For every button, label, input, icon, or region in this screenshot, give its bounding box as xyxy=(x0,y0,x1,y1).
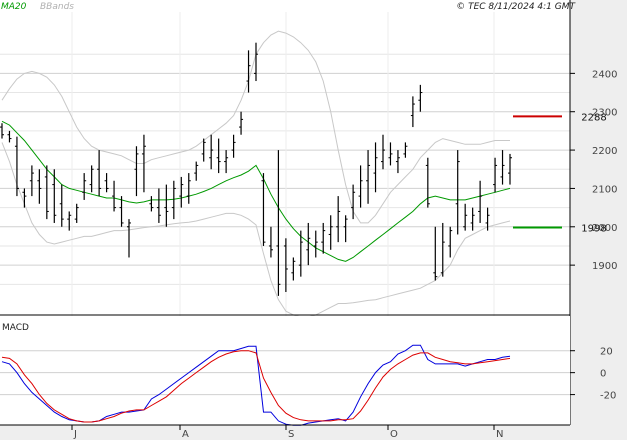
macd-grid xyxy=(0,350,570,396)
x-tick-label: J xyxy=(73,429,77,440)
macd-title: MACD xyxy=(2,323,29,333)
price-tick-label: 2400 xyxy=(592,69,617,80)
right-axis-panel xyxy=(570,0,627,425)
ma-legend: MA20 xyxy=(1,2,27,12)
x-tick-label: A xyxy=(182,429,189,440)
resistance-label-bg xyxy=(575,110,613,123)
price-tick-label: 2100 xyxy=(592,184,617,195)
price-tick-label: 2000 xyxy=(592,223,617,234)
x-tick-label: O xyxy=(390,429,398,440)
price-tick-label: 2200 xyxy=(592,146,617,157)
resistance-label: 2288 xyxy=(581,112,606,123)
macd-plot-area xyxy=(0,316,570,425)
bbands-lower-line xyxy=(1,142,511,318)
price-levels: 2288 1998 xyxy=(513,110,613,235)
bottom-axis-panel xyxy=(0,425,627,440)
x-tick-label: S xyxy=(288,429,294,440)
ma20-path xyxy=(1,120,511,262)
signal-line xyxy=(1,350,511,423)
ma20-line xyxy=(1,120,511,262)
price-tick-label: 2300 xyxy=(592,108,617,119)
price-bars xyxy=(0,42,512,296)
price-plot-area xyxy=(0,12,570,315)
macd-axis: 0 20 -20 xyxy=(570,347,616,402)
x-tick-label: N xyxy=(496,429,503,440)
macd-lines xyxy=(1,344,511,426)
macd-tick-label: 20 xyxy=(600,347,613,358)
price-tick-label: 1900 xyxy=(592,261,617,272)
macd-tick-label: 0 xyxy=(600,369,606,380)
support-label-bg xyxy=(575,221,613,234)
price-axis: 1900 2000 2100 2200 2300 2400 xyxy=(570,69,617,272)
bbands-legend: BBands xyxy=(40,2,74,12)
macd-tick-label: -20 xyxy=(600,391,616,402)
copyright-text: © TEC 8/11/2024 4:1 GMT xyxy=(456,2,576,12)
support-label: 1998 xyxy=(581,224,606,235)
